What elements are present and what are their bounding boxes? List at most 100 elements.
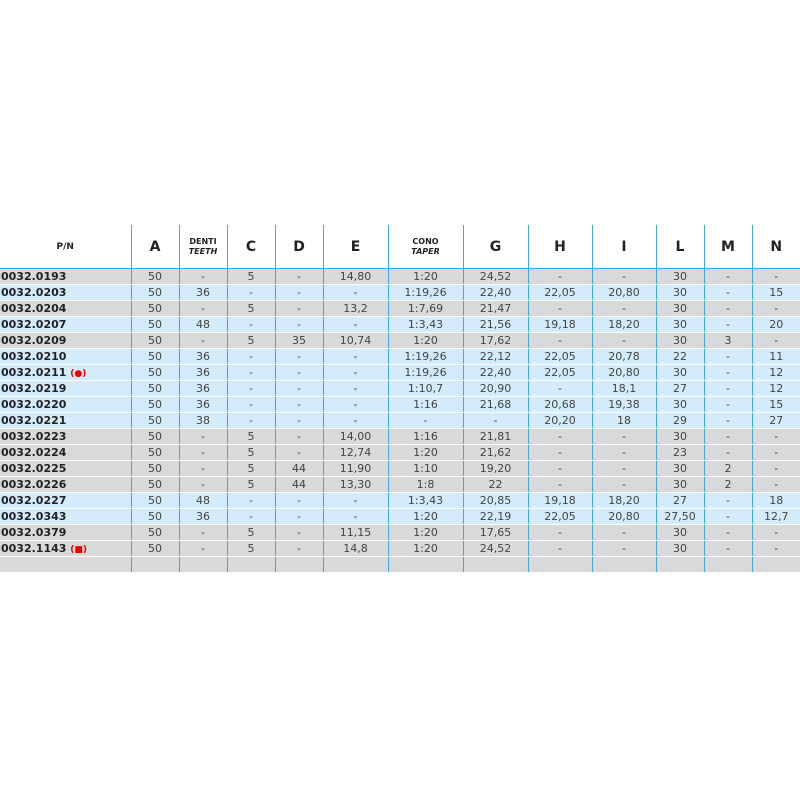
part-number: 0032.0224	[1, 446, 67, 459]
empty-cell	[178, 556, 227, 573]
value-cell: -	[226, 284, 275, 301]
value-cell: -	[751, 428, 800, 445]
empty-cell	[703, 556, 752, 573]
value-cell: 36	[178, 348, 227, 365]
value-cell: 5	[226, 300, 275, 317]
value-cell: -	[751, 540, 800, 557]
value-cell: 30	[655, 460, 704, 477]
value-cell: -	[226, 492, 275, 509]
value-cell: -	[703, 380, 752, 397]
value-cell: 11,15	[322, 524, 388, 541]
part-number-cell: 0032.0219	[0, 380, 131, 397]
value-cell: 18,1	[591, 380, 656, 397]
value-cell: -	[178, 524, 227, 541]
value-cell: -	[703, 412, 752, 429]
value-cell: 20,85	[462, 492, 528, 509]
value-cell: -	[703, 284, 752, 301]
value-cell: 50	[130, 524, 179, 541]
value-cell: -	[178, 428, 227, 445]
part-number-cell: 0032.0227	[0, 492, 131, 509]
value-cell: 30	[655, 540, 704, 557]
value-cell: 50	[130, 476, 179, 493]
value-cell: 22,05	[527, 364, 592, 381]
value-cell: 11	[751, 348, 800, 365]
part-number: 0032.0220	[1, 398, 67, 411]
value-cell: 19,18	[527, 316, 592, 333]
value-cell: -	[274, 412, 323, 429]
value-cell: 20,80	[591, 364, 656, 381]
value-cell: 19,20	[462, 460, 528, 477]
value-cell: 14,80	[322, 268, 388, 285]
value-cell: -	[703, 444, 752, 461]
value-cell: 5	[226, 444, 275, 461]
value-cell: 19,38	[591, 396, 656, 413]
value-cell: -	[226, 348, 275, 365]
value-cell: -	[274, 444, 323, 461]
value-cell: 14,00	[322, 428, 388, 445]
value-cell: -	[703, 396, 752, 413]
value-cell: 50	[130, 444, 179, 461]
value-cell: 22,40	[462, 364, 528, 381]
value-cell: 23	[655, 444, 704, 461]
value-cell: 1:8	[387, 476, 463, 493]
empty-cell	[527, 556, 592, 573]
value-cell: -	[591, 476, 656, 493]
value-cell: 2	[703, 460, 752, 477]
value-cell: 1:7,69	[387, 300, 463, 317]
value-cell: 22,40	[462, 284, 528, 301]
value-cell: -	[226, 364, 275, 381]
value-cell: -	[462, 412, 528, 429]
value-cell: -	[226, 396, 275, 413]
value-cell: 22	[462, 476, 528, 493]
value-cell: -	[322, 364, 388, 381]
part-number: 0032.0226	[1, 478, 67, 491]
value-cell: 5	[226, 332, 275, 349]
value-cell: 22,05	[527, 508, 592, 525]
value-cell: -	[751, 460, 800, 477]
value-cell: -	[527, 380, 592, 397]
table-row: 0032.0209 50-5 35 10,74 1:20 17,62- -30 3-	[0, 332, 800, 349]
part-number-cell: 0032.0193	[0, 268, 131, 285]
value-cell: 20,68	[527, 396, 592, 413]
empty-cell	[387, 556, 463, 573]
value-cell: 22,05	[527, 348, 592, 365]
value-cell: 21,68	[462, 396, 528, 413]
value-cell: -	[751, 268, 800, 285]
header-e: E	[322, 225, 388, 269]
value-cell: 13,30	[322, 476, 388, 493]
value-cell: 14,8	[322, 540, 388, 557]
value-cell: 30	[655, 476, 704, 493]
value-cell: -	[178, 332, 227, 349]
value-cell: 30	[655, 284, 704, 301]
value-cell: 1:20	[387, 332, 463, 349]
part-number: 0032.0343	[1, 510, 67, 523]
table-row: 0032.0211 (●) 50 36- - -1:19,26 22,40 22,05 20,…	[0, 364, 800, 381]
value-cell: -	[274, 284, 323, 301]
value-cell: 50	[130, 540, 179, 557]
value-cell: -	[178, 476, 227, 493]
part-number-cell: 0032.0204	[0, 300, 131, 317]
part-number: 0032.0211	[1, 366, 67, 379]
value-cell: -	[751, 332, 800, 349]
header-a: A	[130, 225, 179, 269]
value-cell: -	[274, 268, 323, 285]
empty-cell	[130, 556, 179, 573]
value-cell: 3	[703, 332, 752, 349]
header-taper-en: TAPER	[411, 246, 440, 256]
header-cono: CONO	[412, 236, 439, 246]
value-cell: 17,62	[462, 332, 528, 349]
part-number: 0032.0225	[1, 462, 67, 475]
value-cell: -	[591, 524, 656, 541]
value-cell: -	[527, 300, 592, 317]
part-number-cell: 0032.0207	[0, 316, 131, 333]
value-cell: 1:16	[387, 396, 463, 413]
table-row: 0032.0343 50 36- - -1:20 22,19 22,05 20,80 27,50…	[0, 508, 800, 525]
value-cell: -	[226, 508, 275, 525]
value-cell: 17,65	[462, 524, 528, 541]
value-cell: 12,74	[322, 444, 388, 461]
value-cell: -	[527, 524, 592, 541]
part-number: 0032.0227	[1, 494, 67, 507]
empty-cell	[274, 556, 323, 573]
value-cell: 30	[655, 268, 704, 285]
value-cell: -	[322, 508, 388, 525]
